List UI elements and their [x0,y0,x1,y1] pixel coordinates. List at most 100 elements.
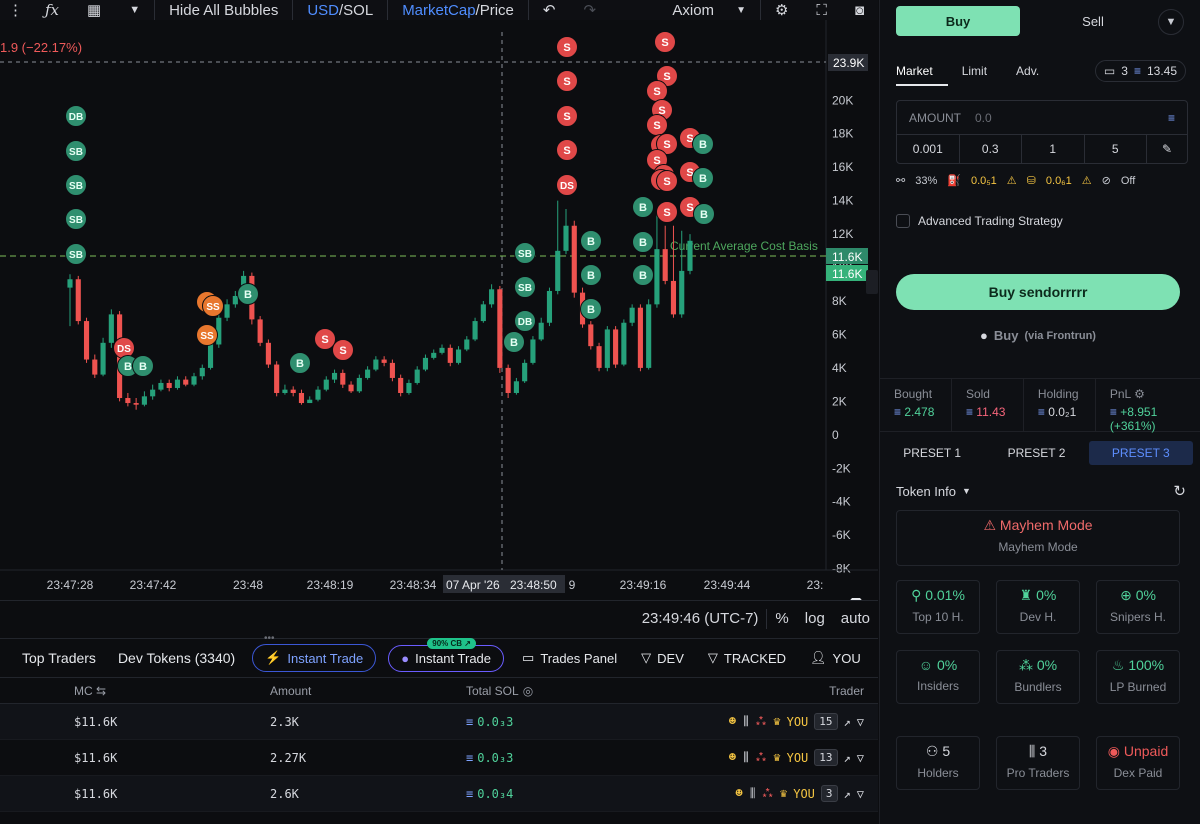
trade-bubble [65,140,87,162]
divider [766,608,768,629]
chevron-down-icon[interactable]: ▼ [962,486,971,496]
advanced-checkbox[interactable] [896,214,910,228]
tab-limit[interactable]: Limit [961,64,988,78]
filter-dev-button[interactable]: ▽ DEV [629,650,696,666]
trade-bubble-label: B [639,202,647,214]
metric-label: Insiders [916,679,960,693]
tab-top-traders[interactable]: Top Traders [22,650,96,666]
buy-frontrun-button[interactable]: ● Buy (via Frontrun) [896,328,1180,343]
candle-body [290,389,296,393]
tab-preset-3[interactable]: PRESET 3 [1088,441,1193,465]
log-toggle[interactable]: log [804,610,825,627]
metric-label: Pro Traders [1006,766,1070,780]
gear-icon[interactable]: ⚙ [774,2,789,19]
trades-panel-button[interactable]: ▭ Trades Panel [510,650,629,666]
candle-body [546,290,553,323]
edit-icon[interactable]: ✎ [1161,142,1173,156]
auto-toggle[interactable]: auto [840,610,870,627]
indicators-button[interactable]: ƒx [31,0,73,20]
amount-field[interactable]: AMOUNT 0.0 ≡ [897,101,1187,135]
tab-advanced[interactable]: Adv. [1016,64,1040,78]
external-link-icon[interactable]: ↗ [843,786,851,801]
chart-bottom-bar: 23:49:46 (UTC-7) % log auto [0,600,878,636]
amount-input[interactable]: 0.0 [975,110,992,125]
currency-toggle[interactable]: USD/SOL [293,0,387,20]
hide-bubbles-button[interactable]: Hide All Bubbles [169,1,279,19]
settings-icon[interactable]: ⚙ [1134,387,1145,401]
mcap-price-toggle[interactable]: MarketCap/Price [388,0,528,20]
source-select[interactable]: Axiom ▼ [658,0,760,20]
trade-bubble-label: S [563,145,570,157]
filter-tracked-button[interactable]: ▽ TRACKED [696,650,798,666]
menu-icon[interactable]: ⋮ [8,2,23,19]
chevron-down-icon[interactable]: ▼ [1158,9,1184,35]
quick-amount-1[interactable]: 0.001 [897,135,960,163]
filter-icon[interactable]: ▽ [856,786,864,801]
layout-grid-icon[interactable]: ▦ [87,2,102,19]
metric-lp-burned: ♨ 100% LP Burned [1096,650,1180,704]
buy-token-button[interactable]: Buy sendorrrrr [896,274,1180,310]
price-chart[interactable]: 22K20K18K16K14K12K10K8K6K4K2K0-2K-4K-6K-… [0,20,878,632]
chart-canvas[interactable]: 22K20K18K16K14K12K10K8K6K4K2K0-2K-4K-6K-… [0,20,878,600]
trade-settings[interactable]: ⚯ 33% ⛽ 0.0₅1 ⚠ ⛁ 0.0₆1 ⚠ ⊘ Off [896,174,1135,188]
buy-tab[interactable]: Buy [896,6,1020,36]
sol-toggle-icon[interactable]: ◎ [522,683,534,698]
quick-amount-2[interactable]: 0.3 [960,135,1022,163]
filter-icon[interactable]: ▽ [856,714,864,729]
quick-amount-4[interactable]: 5 [1085,135,1147,163]
fullscreen-icon[interactable]: ⛶ [816,1,827,19]
drag-handle[interactable]: ••• [264,633,275,644]
quick-amount-3[interactable]: 1 [1022,135,1085,163]
advanced-strategy[interactable]: Advanced Trading Strategy [896,214,1063,228]
table-row[interactable]: $11.6K 2.3K ≡ 0.0₃3 ☻ ⫼ ⁂ ♛ YOU 15 ↗ ▽ [0,704,878,740]
trade-bubble-label: S [663,71,670,83]
candle-body [621,322,627,365]
table-row[interactable]: $11.6K 2.27K ≡ 0.0₃3 ☻ ⫼ ⁂ ♛ YOU 13 ↗ ▽ [0,740,878,776]
metric-value: 3 [1039,743,1048,759]
percent-toggle[interactable]: % [775,610,789,627]
trade-bubble-label: B [296,358,304,370]
col-mc[interactable]: MC ⇆ [74,683,107,698]
redo-icon[interactable]: ↷ [583,2,597,19]
camera-icon[interactable]: ◙ [854,1,864,19]
trade-bubble [196,324,218,346]
tab-dev-tokens[interactable]: Dev Tokens (3340) [117,650,236,666]
tab-market[interactable]: Market [896,64,948,86]
token-info-title[interactable]: Token Info [896,483,956,499]
candle-body [563,225,569,251]
candle-body [315,389,321,400]
instant-trade-frontrun-button[interactable]: 90% CB ↗ ● Instant Trade [388,637,505,672]
amount-label: AMOUNT [909,110,961,125]
candle-body [67,279,73,288]
sol-value: 0.0₃3 [477,750,514,765]
sell-tab[interactable]: Sell [1082,13,1104,29]
filter-you-button[interactable]: 👤︎ YOU [798,650,873,666]
candle-body [596,346,602,368]
trade-bubble [692,167,714,189]
x-tick-label: 23:47:28 [47,578,94,592]
trade-bubble-label: B [699,173,707,185]
trade-bubble-label: DS [560,181,574,192]
trade-bubble-label: S [686,167,693,179]
metric-value: 0% [1135,587,1156,603]
trade-count: 13 [814,749,838,766]
warning-icon: ⚠ [1006,175,1017,187]
instant-trade-button[interactable]: ⚡ Instant Trade [252,644,377,672]
refresh-icon[interactable]: ↻ [1173,483,1186,500]
wallet-selector[interactable]: ▭ 3 ≡ 13.45 [1094,60,1186,82]
slippage-icon: ⚯ [896,175,906,187]
metric-bundlers: ⁂ 0% Bundlers [996,650,1080,704]
tab-preset-2[interactable]: PRESET 2 [1007,446,1066,460]
filter-icon[interactable]: ▽ [856,750,864,765]
external-link-icon[interactable]: ↗ [843,750,851,765]
undo-icon[interactable]: ↶ [542,2,556,19]
candle-body [365,369,371,378]
table-row[interactable]: $11.6K 2.6K ≡ 0.0₃4 ☻ ⫼ ⁂ ♛ YOU 3 ↗ ▽ [0,776,878,812]
tracked-label: TRACKED [723,650,787,666]
chevron-down-icon[interactable]: ▼ [129,4,141,16]
candle-body [687,240,693,271]
external-link-icon[interactable]: ↗ [843,714,851,729]
sol-value: 0.0₃4 [477,786,514,801]
tab-preset-1[interactable]: PRESET 1 [903,446,962,460]
metric-value: 0% [1036,587,1057,603]
